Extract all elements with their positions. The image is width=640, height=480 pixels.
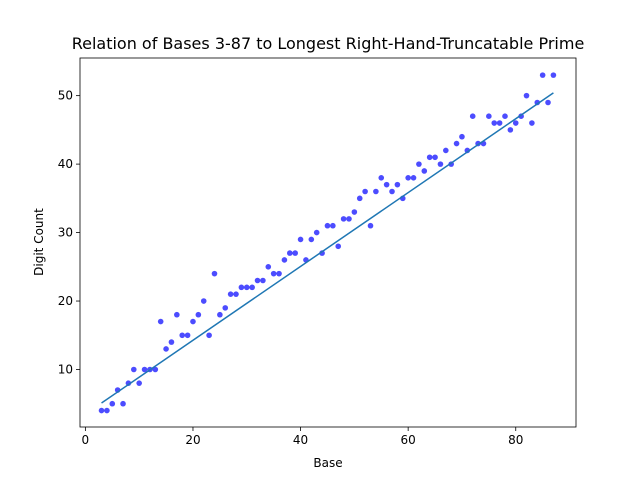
data-point bbox=[469, 113, 476, 119]
data-point bbox=[410, 175, 417, 181]
data-point bbox=[157, 318, 164, 325]
data-point bbox=[416, 161, 422, 167]
data-point bbox=[432, 154, 438, 161]
data-point bbox=[125, 380, 132, 386]
data-point bbox=[120, 400, 126, 407]
plot-area bbox=[98, 72, 557, 414]
data-point bbox=[502, 113, 508, 119]
y-tick-label: 30 bbox=[58, 226, 73, 240]
data-point bbox=[496, 120, 503, 126]
x-tick-label: 80 bbox=[508, 433, 523, 447]
data-point bbox=[324, 222, 331, 229]
plot-frame bbox=[79, 57, 577, 428]
y-tick-label: 20 bbox=[58, 294, 73, 308]
data-point bbox=[195, 311, 202, 318]
data-point bbox=[104, 407, 110, 414]
x-axis-label: Base bbox=[313, 456, 342, 470]
data-point bbox=[174, 311, 180, 318]
data-point bbox=[281, 257, 288, 263]
y-tick-label: 50 bbox=[58, 89, 73, 103]
data-point bbox=[98, 407, 105, 414]
data-point bbox=[152, 366, 159, 373]
data-point bbox=[249, 284, 255, 291]
data-point bbox=[254, 277, 261, 284]
data-point bbox=[545, 99, 551, 106]
data-point bbox=[356, 195, 363, 202]
y-tick-label: 40 bbox=[58, 157, 73, 171]
data-point bbox=[141, 366, 148, 373]
data-point bbox=[222, 305, 229, 311]
data-point bbox=[260, 277, 266, 284]
data-point bbox=[340, 216, 347, 222]
data-point bbox=[421, 168, 428, 174]
data-point bbox=[453, 140, 460, 147]
y-axis-label: Digit Count bbox=[32, 208, 46, 276]
data-point bbox=[109, 400, 116, 407]
data-point bbox=[512, 120, 519, 126]
x-tick-label: 20 bbox=[185, 433, 200, 447]
data-point bbox=[426, 154, 433, 161]
data-point bbox=[529, 120, 535, 126]
x-tick-label: 60 bbox=[401, 433, 416, 447]
x-tick-label: 40 bbox=[293, 433, 308, 447]
data-point bbox=[297, 236, 304, 243]
data-point bbox=[308, 236, 315, 243]
data-point bbox=[200, 298, 207, 304]
data-point bbox=[394, 181, 401, 188]
data-point bbox=[276, 270, 282, 277]
y-tick-label: 10 bbox=[58, 362, 73, 376]
data-point bbox=[233, 291, 239, 297]
data-point bbox=[437, 161, 444, 167]
data-point bbox=[227, 291, 234, 297]
data-point bbox=[130, 366, 137, 373]
axes: 0 20 40 60 80 10 20 30 40 50 bbox=[58, 57, 577, 447]
data-point bbox=[319, 250, 325, 256]
data-point bbox=[179, 332, 186, 339]
data-point bbox=[335, 243, 342, 250]
data-point bbox=[217, 311, 223, 318]
data-point bbox=[378, 175, 385, 181]
data-point bbox=[270, 270, 277, 277]
data-point bbox=[292, 250, 298, 256]
data-point bbox=[287, 250, 293, 256]
data-point bbox=[550, 72, 557, 78]
data-point bbox=[190, 318, 196, 325]
data-point bbox=[459, 133, 465, 140]
data-point bbox=[351, 209, 358, 215]
data-point bbox=[136, 380, 142, 386]
data-point bbox=[168, 339, 175, 345]
data-point bbox=[238, 284, 245, 291]
data-point bbox=[362, 188, 368, 195]
data-point bbox=[383, 181, 390, 188]
fit-line bbox=[101, 92, 554, 404]
data-point bbox=[206, 332, 212, 339]
data-point bbox=[539, 72, 546, 78]
data-point bbox=[243, 284, 250, 291]
data-point bbox=[507, 127, 514, 133]
data-point bbox=[523, 92, 530, 99]
chart-title: Relation of Bases 3-87 to Longest Right-… bbox=[72, 34, 585, 53]
data-point bbox=[367, 222, 374, 229]
data-point bbox=[330, 222, 336, 229]
data-point bbox=[211, 270, 218, 277]
data-point bbox=[389, 188, 395, 195]
data-point bbox=[313, 229, 320, 236]
data-point bbox=[491, 120, 498, 126]
data-point bbox=[265, 264, 272, 270]
data-point bbox=[486, 113, 492, 119]
x-tick-label: 0 bbox=[82, 433, 90, 447]
data-point bbox=[346, 216, 352, 222]
data-point bbox=[405, 175, 411, 181]
data-point bbox=[163, 346, 169, 352]
data-point bbox=[184, 332, 191, 339]
data-point bbox=[443, 147, 449, 154]
data-point bbox=[373, 188, 379, 195]
